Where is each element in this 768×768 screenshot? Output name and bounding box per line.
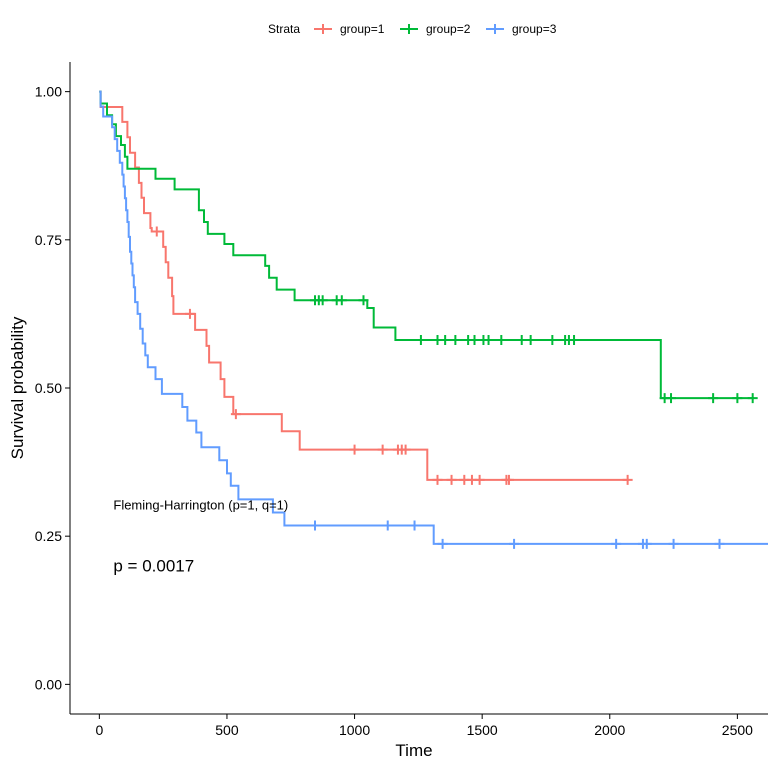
censor-mark	[641, 538, 652, 549]
y-tick-label: 0.50	[35, 380, 62, 396]
censor-mark	[714, 538, 725, 549]
y-tick-label: 0.25	[35, 528, 62, 544]
legend-key	[314, 24, 332, 34]
censor-mark	[336, 295, 347, 306]
y-axis-label: Survival probability	[8, 316, 27, 459]
censor-mark	[496, 334, 507, 345]
censor-mark	[474, 474, 485, 485]
y-tick-label: 0.75	[35, 232, 62, 248]
legend-key	[486, 24, 504, 34]
censor-mark	[382, 520, 393, 531]
x-tick-label: 0	[95, 722, 103, 738]
series-line-group-3	[99, 90, 768, 545]
censor-mark	[732, 393, 743, 404]
legend-entry: group=3	[486, 22, 557, 36]
censor-mark	[409, 520, 420, 531]
x-axis-label: Time	[395, 741, 432, 760]
series-layer	[99, 90, 768, 545]
censor-mark	[440, 334, 451, 345]
censor-mark	[503, 474, 514, 485]
censor-mark	[668, 538, 679, 549]
censor-mark	[415, 334, 426, 345]
censor-mark	[622, 474, 633, 485]
censor-mark	[525, 334, 536, 345]
x-tick-label: 500	[215, 722, 239, 738]
censor-mark	[666, 393, 677, 404]
censor-mark	[349, 444, 360, 455]
x-tick-label: 2500	[722, 722, 753, 738]
censor-mark	[310, 520, 321, 531]
censor-mark	[450, 334, 461, 345]
censor-mark	[358, 295, 369, 306]
legend-key	[400, 24, 418, 34]
x-tick-label: 1000	[339, 722, 370, 738]
censor-layer	[151, 226, 758, 549]
legend-label: group=1	[340, 22, 385, 36]
censor-mark	[230, 409, 241, 420]
pvalue-annotation: p = 0.0017	[113, 557, 194, 576]
censor-mark	[317, 295, 328, 306]
censor-mark	[446, 474, 457, 485]
censor-mark	[151, 226, 162, 237]
legend-title: Strata	[268, 22, 300, 36]
y-tick-label: 0.00	[35, 676, 62, 692]
censor-mark	[611, 538, 622, 549]
censor-mark	[437, 538, 448, 549]
censor-mark	[432, 474, 443, 485]
x-tick-label: 1500	[467, 722, 498, 738]
y-axis-ticks: 0.00 0.25 0.50 0.75 1.00	[35, 84, 70, 692]
series-line-group-1	[99, 90, 629, 481]
test-annotation: Fleming-Harrington (p=1, q=1)	[113, 498, 288, 513]
x-axis-ticks: 0 500 1000 1500 2000 2500	[95, 714, 753, 738]
legend-label: group=3	[512, 22, 557, 36]
censor-mark	[708, 393, 719, 404]
censor-mark	[569, 334, 580, 345]
censor-mark	[377, 444, 388, 455]
legend-entry: group=2	[400, 22, 471, 36]
censor-mark	[747, 393, 758, 404]
censor-mark	[184, 308, 195, 319]
series-line-group-2	[99, 90, 754, 400]
legend: Strata group=1 group=2 group=3	[268, 22, 557, 36]
censor-mark	[483, 334, 494, 345]
legend-label: group=2	[426, 22, 471, 36]
censor-mark	[547, 334, 558, 345]
censor-mark	[400, 444, 411, 455]
x-tick-label: 2000	[594, 722, 625, 738]
censor-mark	[509, 538, 520, 549]
censor-mark	[516, 334, 527, 345]
legend-entry: group=1	[314, 22, 385, 36]
y-tick-label: 1.00	[35, 84, 62, 100]
censor-mark	[469, 334, 480, 345]
